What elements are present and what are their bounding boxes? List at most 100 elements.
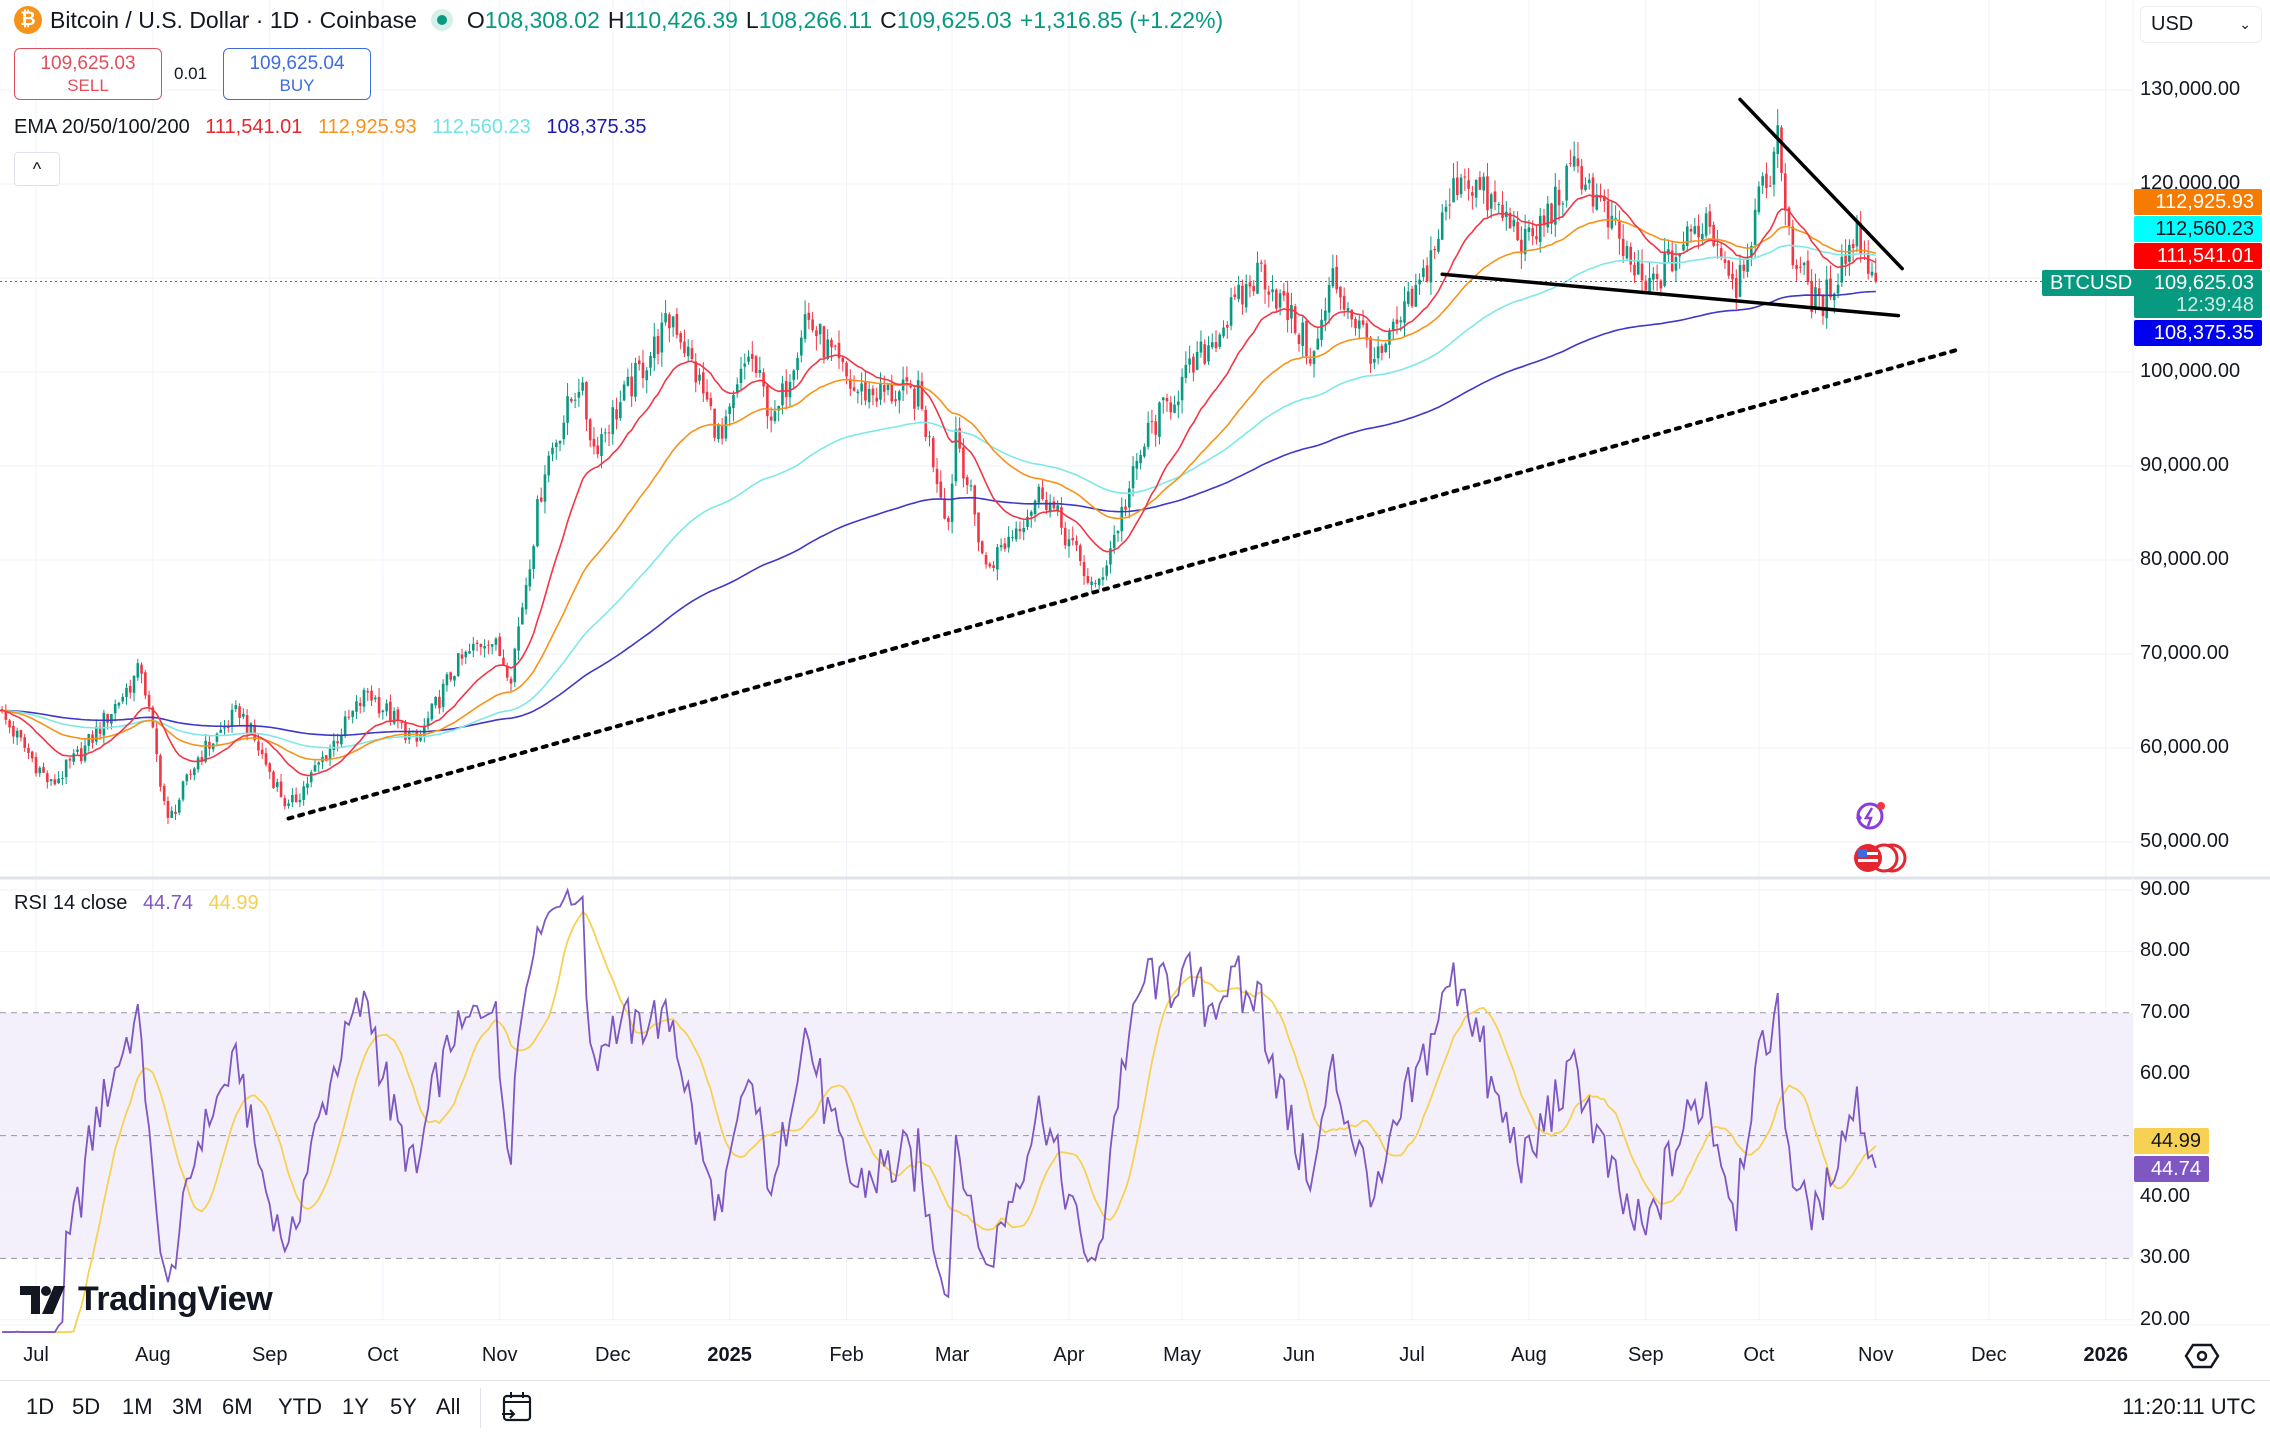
collapse-legend-button[interactable]: ^ bbox=[14, 152, 60, 186]
candle-body bbox=[389, 701, 392, 722]
candle-body bbox=[245, 715, 249, 735]
candle-body bbox=[1041, 487, 1044, 500]
candle-body bbox=[1569, 163, 1572, 165]
candle-body bbox=[30, 751, 34, 759]
candle-body bbox=[1670, 250, 1674, 272]
sell-button[interactable]: 109,625.03 SELL bbox=[14, 48, 162, 100]
tradingview-logo[interactable]: TradingView bbox=[20, 1280, 273, 1319]
ai-insight-icon[interactable] bbox=[1846, 796, 1890, 841]
buy-button[interactable]: 109,625.04 BUY bbox=[223, 48, 371, 100]
candle-body bbox=[701, 372, 705, 394]
ema50-value: 112,925.93 bbox=[317, 116, 417, 138]
range-ytd[interactable]: YTD bbox=[278, 1394, 322, 1419]
price-tick: 50,000.00 bbox=[2140, 830, 2229, 852]
range-1d[interactable]: 1D bbox=[26, 1394, 55, 1419]
symbol-header: ₿ Bitcoin / U.S. Dollar · 1D · Coinbase … bbox=[14, 6, 1223, 34]
candle-body bbox=[460, 654, 464, 659]
candle-body bbox=[1158, 402, 1161, 437]
range-5d[interactable]: 5D bbox=[72, 1394, 101, 1419]
candle-body bbox=[547, 455, 551, 476]
candle-body bbox=[1603, 196, 1606, 201]
candle-body bbox=[656, 335, 660, 355]
ema100-value: 112,560.23 bbox=[432, 116, 531, 138]
range-3m[interactable]: 3M bbox=[172, 1394, 203, 1419]
candle-body bbox=[257, 741, 260, 751]
candle-body bbox=[1388, 330, 1391, 345]
candle-body bbox=[867, 388, 871, 403]
candle-body bbox=[1753, 209, 1757, 245]
candle-body bbox=[947, 517, 950, 523]
candle-body bbox=[268, 763, 272, 772]
candle-body bbox=[1848, 244, 1851, 262]
candle-body bbox=[1576, 158, 1580, 167]
range-1m[interactable]: 1M bbox=[122, 1394, 153, 1419]
symbol-title[interactable]: Bitcoin / U.S. Dollar · 1D · Coinbase bbox=[50, 6, 417, 33]
range-all[interactable]: All bbox=[436, 1394, 461, 1419]
rsi-line bbox=[2, 887, 1877, 1333]
candle-body bbox=[1866, 253, 1870, 274]
candle-body bbox=[1829, 278, 1832, 298]
candle-body bbox=[12, 725, 15, 737]
candle-body bbox=[977, 512, 980, 543]
rsi-legend[interactable]: RSI 14 close 44.74 44.99 bbox=[14, 892, 259, 914]
candle-body bbox=[1527, 227, 1531, 232]
candle-body bbox=[1772, 151, 1776, 185]
candle-body bbox=[8, 720, 11, 728]
candle-body bbox=[1508, 212, 1512, 229]
candle-body bbox=[1618, 221, 1621, 239]
candle-body bbox=[377, 697, 381, 714]
candle-body bbox=[1373, 359, 1376, 363]
time-tick: Feb bbox=[829, 1344, 864, 1366]
go-to-date-icon[interactable] bbox=[500, 1390, 536, 1429]
ema-legend[interactable]: EMA 20/50/100/200 111,541.01 112,925.93 … bbox=[14, 116, 647, 138]
candle-body bbox=[98, 726, 102, 734]
candle-body bbox=[871, 388, 875, 396]
rsi-ma-value: 44.99 bbox=[208, 892, 259, 914]
range-5y[interactable]: 5Y bbox=[390, 1394, 417, 1419]
candle-body bbox=[1327, 284, 1331, 313]
candle-body bbox=[1293, 306, 1297, 333]
clock[interactable]: 11:20:11 UTC bbox=[2122, 1394, 2256, 1419]
candle-body bbox=[336, 741, 339, 744]
candle-body bbox=[1033, 500, 1037, 515]
range-6m[interactable]: 6M bbox=[222, 1394, 253, 1419]
rsi-tick: 90.00 bbox=[2140, 878, 2191, 900]
candle-body bbox=[690, 348, 694, 360]
candle-body bbox=[815, 330, 818, 337]
candle-body bbox=[1214, 342, 1218, 349]
currency-select[interactable]: USD ⌄ bbox=[2140, 6, 2262, 43]
market-open-dot-icon[interactable] bbox=[430, 9, 453, 31]
candle-body bbox=[1493, 191, 1497, 202]
candle-body bbox=[170, 810, 174, 818]
candle-body bbox=[140, 664, 143, 674]
axis-settings-icon[interactable] bbox=[2184, 1342, 2220, 1375]
candle-body bbox=[46, 773, 49, 783]
time-tick: Jun bbox=[1282, 1344, 1316, 1366]
chart-canvas[interactable] bbox=[0, 0, 2270, 1380]
candle-body bbox=[1210, 342, 1214, 348]
candle-body bbox=[1501, 204, 1504, 219]
candle-body bbox=[79, 748, 83, 762]
candle-body bbox=[1290, 305, 1293, 319]
us-economic-event-icon[interactable] bbox=[1850, 842, 1908, 879]
rsi-tick: 60.00 bbox=[2140, 1062, 2191, 1084]
candle-body bbox=[935, 468, 939, 485]
ohlc-open: O108,308.02 bbox=[466, 6, 600, 33]
candle-body bbox=[615, 409, 618, 420]
candle-body bbox=[1267, 291, 1271, 295]
candle-body bbox=[1851, 243, 1855, 249]
candle-body bbox=[1678, 253, 1682, 257]
candle-body bbox=[1410, 288, 1414, 307]
candle-body bbox=[679, 333, 682, 343]
candle-body bbox=[106, 714, 109, 723]
candle-body bbox=[1799, 266, 1802, 268]
candle-body bbox=[1297, 334, 1301, 344]
candle-body bbox=[38, 767, 42, 774]
candle-body bbox=[1078, 545, 1082, 561]
candle-body bbox=[1795, 265, 1798, 270]
candle-body bbox=[1135, 460, 1139, 469]
range-1y[interactable]: 1Y bbox=[342, 1394, 369, 1419]
candle-body bbox=[852, 387, 856, 391]
candle-body bbox=[800, 337, 803, 356]
candle-body bbox=[796, 357, 799, 371]
